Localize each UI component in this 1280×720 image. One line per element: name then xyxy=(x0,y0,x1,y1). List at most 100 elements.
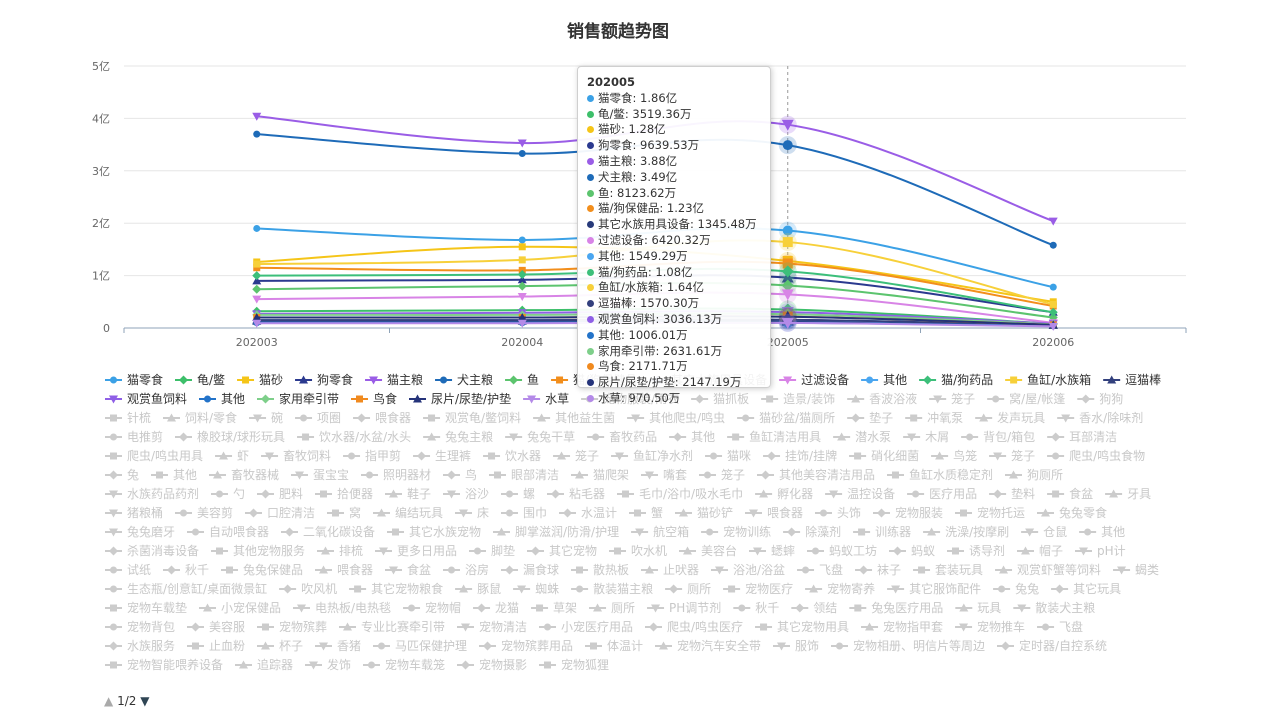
legend-item[interactable]: 家用牵引带 xyxy=(257,391,339,406)
legend-item[interactable]: 鱼缸净水剂 xyxy=(611,448,693,463)
legend-item[interactable]: 其他爬虫/鸣虫 xyxy=(627,410,725,425)
legend-item[interactable]: 小宠医疗用品 xyxy=(539,619,633,634)
legend-item[interactable]: 浴房 xyxy=(443,562,489,577)
legend-item[interactable]: 针梳 xyxy=(105,410,151,425)
legend-item[interactable]: 喂食器 xyxy=(745,505,803,520)
legend-item[interactable]: 蚂蚁 xyxy=(889,543,935,558)
legend-item[interactable]: 发饰 xyxy=(305,657,351,672)
legend-item[interactable]: 帽子 xyxy=(1017,543,1063,558)
legend-item[interactable]: 猫主粮 xyxy=(365,372,423,387)
legend-item[interactable]: 止血粉 xyxy=(187,639,245,653)
data-point[interactable] xyxy=(252,284,262,294)
legend-item[interactable]: 电推剪 xyxy=(105,429,163,444)
legend-item[interactable]: 宠物摄影 xyxy=(457,657,527,672)
legend-item[interactable]: 草架 xyxy=(531,601,577,615)
legend-item[interactable]: 猫抓板 xyxy=(691,392,749,406)
legend-item[interactable]: 虾 xyxy=(215,449,249,463)
legend-item[interactable]: 兔兔磨牙 xyxy=(105,524,175,539)
legend-item[interactable]: 编结玩具 xyxy=(373,505,443,520)
legend-item[interactable]: 食盆 xyxy=(1047,486,1093,501)
legend-item[interactable]: 脚垫 xyxy=(469,543,515,558)
legend-item[interactable]: 其它宠物粮食 xyxy=(349,581,443,596)
legend-item[interactable]: 潜水泵 xyxy=(833,430,891,444)
legend-item[interactable]: 观赏龟/鳖饲料 xyxy=(423,411,521,425)
legend-item[interactable]: 鸟 xyxy=(443,467,477,482)
legend-item[interactable]: 洗澡/按摩刷 xyxy=(923,524,1009,539)
legend-item[interactable]: 秋千 xyxy=(733,601,779,615)
legend-item[interactable]: 其他 xyxy=(151,468,197,482)
legend-item[interactable]: 猪粮桶 xyxy=(105,505,163,520)
legend-item[interactable]: 套装玩具 xyxy=(913,563,983,577)
legend-item[interactable]: 肥料 xyxy=(257,487,303,501)
legend-item[interactable]: 猫零食 xyxy=(105,372,163,387)
legend-item[interactable]: 宠物殡葬用品 xyxy=(479,638,573,653)
legend-item[interactable]: 其他 xyxy=(861,373,907,387)
legend-item[interactable]: 脚掌滋润/防滑/护理 xyxy=(493,524,619,539)
data-point[interactable] xyxy=(517,319,527,328)
legend-item[interactable]: 蜘蛛 xyxy=(513,581,559,596)
legend-item[interactable]: 爬虫/鸣虫食物 xyxy=(1047,448,1145,463)
legend-item[interactable]: 猫咪 xyxy=(705,449,751,463)
legend-item[interactable]: 其它宠物 xyxy=(527,543,597,558)
legend-item[interactable]: 鸟食 xyxy=(351,391,397,406)
legend-item[interactable]: 宠物指甲套 xyxy=(861,619,943,634)
legend-item[interactable]: 鱼 xyxy=(505,373,539,387)
legend-item[interactable]: 项圈 xyxy=(295,411,341,425)
legend-item[interactable]: 其他 xyxy=(199,392,245,406)
legend-item[interactable]: pH计 xyxy=(1075,544,1126,558)
data-point[interactable] xyxy=(252,276,262,285)
data-point[interactable] xyxy=(517,293,527,302)
data-point[interactable] xyxy=(252,319,262,328)
legend-item[interactable]: 宠物托运 xyxy=(955,505,1025,520)
legend-item[interactable]: 浴沙 xyxy=(443,487,489,501)
legend-item[interactable]: 鱼缸清洁用具 xyxy=(727,429,821,444)
legend-item[interactable]: 兔兔保健品 xyxy=(221,562,303,577)
legend-item[interactable]: 定时器/自控系统 xyxy=(997,638,1107,653)
legend-item[interactable]: 蚂蚁工坊 xyxy=(807,543,877,558)
legend-item[interactable]: 玩具 xyxy=(955,601,1001,615)
legend-item[interactable]: 畜牧药品 xyxy=(587,429,657,444)
data-point[interactable] xyxy=(781,279,794,292)
legend-item[interactable]: 发声玩具 xyxy=(975,410,1045,425)
legend-item[interactable]: 香水/除味剂 xyxy=(1057,410,1143,425)
legend-item[interactable]: 兔兔干草 xyxy=(505,429,575,444)
legend-item[interactable]: 水族药品药剂 xyxy=(105,486,199,501)
legend-item[interactable]: 口腔清洁 xyxy=(245,505,315,520)
legend-item[interactable]: 指甲剪 xyxy=(343,448,401,463)
legend-item[interactable]: 食盆 xyxy=(385,562,431,577)
legend-item[interactable]: 马匹保健护理 xyxy=(373,639,467,653)
legend-item[interactable]: 粘毛器 xyxy=(547,486,605,501)
legend-item[interactable]: 床 xyxy=(455,506,489,520)
legend-item[interactable]: 美容剪 xyxy=(175,505,233,520)
legend-item[interactable]: 宠物狐狸 xyxy=(539,657,609,672)
data-point[interactable] xyxy=(517,313,527,322)
data-point[interactable] xyxy=(253,130,261,138)
legend-item[interactable]: 狗狗 xyxy=(1077,392,1123,406)
legend-item[interactable]: 吹风机 xyxy=(279,582,337,596)
data-point[interactable] xyxy=(781,265,794,278)
legend-item[interactable]: 散装猫主粮 xyxy=(571,581,653,596)
legend-item[interactable]: 诱导剂 xyxy=(947,543,1005,558)
legend-item[interactable]: 其他 xyxy=(669,430,715,444)
data-point[interactable] xyxy=(1048,217,1058,226)
legend-item[interactable]: 垫子 xyxy=(847,410,893,425)
legend-item[interactable]: 耳部清洁 xyxy=(1047,429,1117,444)
data-point[interactable] xyxy=(517,139,527,148)
data-point[interactable] xyxy=(1049,241,1057,249)
legend-item[interactable]: 电热板/电热毯 xyxy=(293,601,391,615)
legend-item[interactable]: 领结 xyxy=(791,601,837,615)
legend-item[interactable]: 其它玩具 xyxy=(1051,581,1121,596)
legend-item[interactable]: 蟹 xyxy=(629,505,663,520)
legend-item[interactable]: 排梳 xyxy=(317,543,363,558)
legend-item[interactable]: 喂食器 xyxy=(353,410,411,425)
legend-item[interactable]: 橡胶球/球形玩具 xyxy=(175,429,285,444)
legend-item[interactable]: 袜子 xyxy=(855,563,901,577)
legend-item[interactable]: 犬主粮 xyxy=(435,372,493,387)
legend-item[interactable]: 背包/箱包 xyxy=(961,429,1035,444)
legend-item[interactable]: 服饰 xyxy=(773,639,819,653)
legend-item[interactable]: 畜牧饲料 xyxy=(261,448,331,463)
legend-item[interactable]: 窝/屋/帐篷 xyxy=(987,391,1065,406)
legend-item[interactable]: 猫砂盆/猫厕所 xyxy=(737,411,835,425)
legend-item[interactable]: 美容服 xyxy=(187,619,245,634)
legend-item[interactable]: 造景/装饰 xyxy=(761,392,835,406)
